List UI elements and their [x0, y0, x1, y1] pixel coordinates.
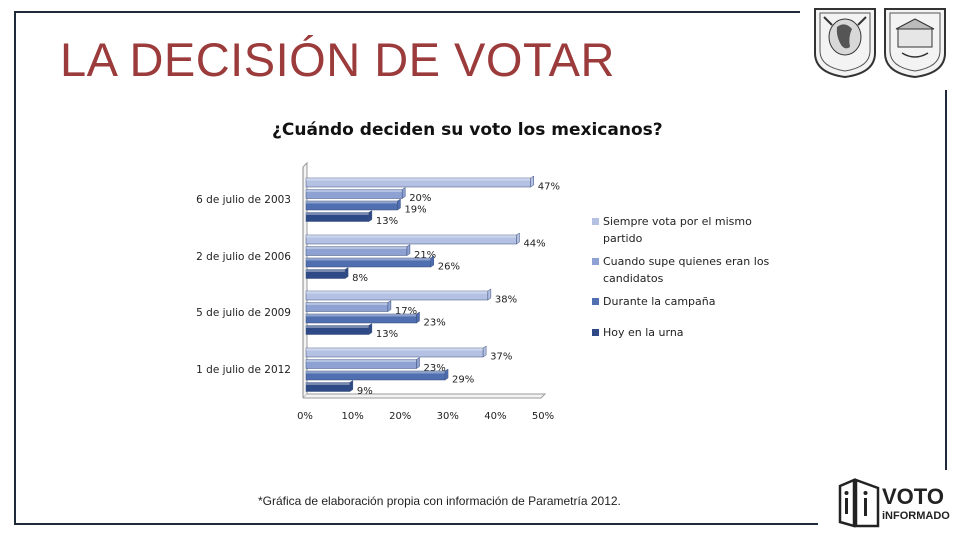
- legend-label: Hoy en la urna: [603, 326, 684, 339]
- legend-label: Siempre vota por el mismo partido: [603, 215, 752, 245]
- bar-highlight: [306, 201, 398, 204]
- bar-end-cap: [349, 380, 354, 392]
- data-label: 23%: [423, 363, 445, 374]
- bar-end-cap: [487, 288, 492, 301]
- bar-end-cap: [406, 244, 411, 256]
- data-label: 38%: [495, 295, 517, 306]
- bar-end-cap: [430, 255, 435, 268]
- bar-end-cap: [530, 175, 534, 188]
- frame-top-line: [14, 11, 800, 13]
- frame-bottom-line: [14, 523, 818, 525]
- legend-swatch: [592, 258, 599, 265]
- data-label: 8%: [352, 273, 368, 284]
- x-tick-label: 30%: [437, 411, 459, 422]
- bar-end-cap: [416, 311, 420, 324]
- data-label: 13%: [376, 329, 398, 340]
- data-label: 13%: [376, 216, 398, 227]
- unam-seal-icon: [814, 8, 876, 79]
- bar-end-cap: [387, 300, 392, 312]
- svg-text:VOTO: VOTO: [882, 484, 944, 509]
- bar-highlight: [306, 359, 417, 362]
- data-label: 37%: [490, 352, 512, 363]
- legend-item: Siempre vota por el mismo partido: [592, 213, 792, 247]
- category-label: 6 de julio de 2003: [196, 194, 291, 206]
- legend-label: Cuando supe quienes eran los candidatos: [603, 255, 770, 285]
- data-label: 47%: [538, 182, 560, 193]
- bar-highlight: [306, 291, 488, 294]
- legend-swatch: [592, 298, 599, 305]
- data-label: 44%: [523, 239, 545, 250]
- bar-highlight: [306, 178, 531, 181]
- fcpys-seal-icon: [884, 8, 946, 79]
- category-label: 1 de julio de 2012: [196, 364, 291, 376]
- bar-end-cap: [401, 187, 406, 199]
- x-tick-label: 10%: [341, 411, 363, 422]
- svg-text:iNFORMADO: iNFORMADO: [882, 510, 950, 522]
- bar-end-cap: [444, 368, 449, 381]
- bar-highlight: [306, 212, 369, 215]
- bar-end-cap: [368, 323, 373, 335]
- x-tick-label: 20%: [389, 411, 411, 422]
- legend-item: Hoy en la urna: [592, 324, 792, 341]
- slide-title: LA DECISIÓN DE VOTAR: [60, 33, 615, 86]
- bar-highlight: [306, 235, 517, 238]
- bar-end-cap: [344, 267, 349, 279]
- data-label: 29%: [452, 375, 474, 386]
- legend-swatch: [592, 329, 599, 336]
- category-label: 2 de julio de 2006: [196, 251, 291, 263]
- chart-floor: [303, 393, 547, 399]
- legend-item: Durante la campaña: [592, 293, 792, 310]
- data-label: 17%: [395, 306, 417, 317]
- bar-end-cap: [516, 232, 520, 245]
- x-tick-label: 0%: [297, 411, 313, 422]
- bar-highlight: [306, 246, 407, 249]
- bar-end-cap: [368, 210, 373, 222]
- data-label: 19%: [404, 205, 426, 216]
- legend-label: Durante la campaña: [603, 295, 716, 308]
- data-label: 23%: [423, 318, 445, 329]
- footnote: *Gráfica de elaboración propia con infor…: [258, 494, 621, 508]
- bar-highlight: [306, 189, 403, 192]
- bar-highlight: [306, 269, 346, 272]
- voto-informado-logo: VOTO iNFORMADO: [838, 478, 950, 528]
- bar-highlight: [306, 258, 431, 261]
- x-tick-label: 40%: [484, 411, 506, 422]
- x-tick-label: 50%: [532, 411, 554, 422]
- data-label: 9%: [357, 386, 373, 397]
- data-label: 21%: [414, 250, 436, 261]
- bar-highlight: [306, 302, 388, 305]
- bar-highlight: [306, 314, 417, 317]
- data-label: 26%: [438, 262, 460, 273]
- bar-end-cap: [416, 357, 420, 369]
- frame-left-line: [14, 11, 16, 525]
- bar-end-cap: [482, 345, 487, 358]
- data-label: 20%: [409, 193, 431, 204]
- chart-title: ¿Cuándo deciden su voto los mexicanos?: [272, 120, 663, 140]
- bar-highlight: [306, 348, 484, 351]
- legend-item: Cuando supe quienes eran los candidatos: [592, 253, 792, 287]
- bar-highlight: [306, 382, 350, 385]
- legend-swatch: [592, 218, 599, 225]
- chart-legend: Siempre vota por el mismo partido Cuando s…: [592, 213, 792, 341]
- bar-end-cap: [397, 198, 401, 211]
- bar-highlight: [306, 371, 446, 374]
- bar-highlight: [306, 325, 369, 328]
- category-label: 5 de julio de 2009: [196, 307, 291, 319]
- frame-right-line: [945, 90, 947, 470]
